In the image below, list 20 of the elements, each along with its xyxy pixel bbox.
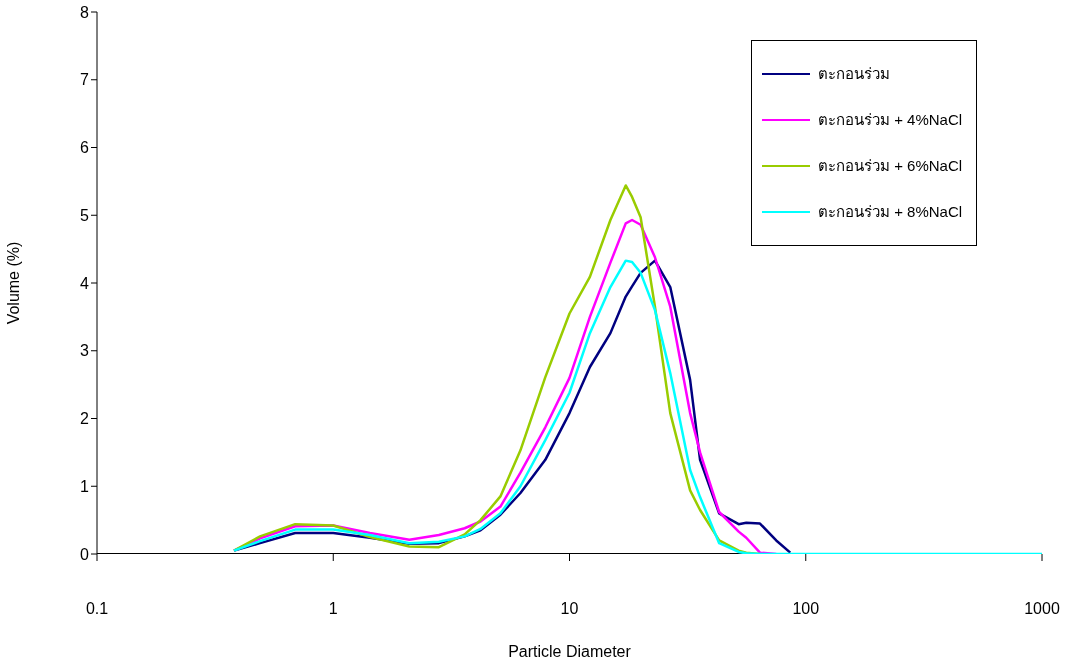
x-tick-label: 0.1 xyxy=(85,600,109,618)
x-tick-label: 10 xyxy=(560,600,579,618)
legend-label: ตะกอนร่วม + 8%NaCl xyxy=(818,202,963,222)
y-tick-label: 6 xyxy=(80,139,90,157)
legend-label: ตะกอนร่วม + 4%NaCl xyxy=(818,110,963,130)
x-tick-label: 1000 xyxy=(1024,600,1060,618)
y-tick-label: 0 xyxy=(80,545,90,563)
x-tick-label: 1 xyxy=(328,600,338,618)
y-tick-label: 8 xyxy=(80,3,90,21)
y-tick-label: 3 xyxy=(80,342,90,360)
y-tick-label: 2 xyxy=(80,410,90,428)
legend-label: ตะกอนร่วม + 6%NaCl xyxy=(818,156,963,176)
y-tick-label: 7 xyxy=(80,71,90,89)
y-tick-label: 4 xyxy=(80,274,90,292)
y-tick-label: 5 xyxy=(80,206,90,224)
x-tick-label: 100 xyxy=(792,600,820,618)
legend-label: ตะกอนร่วม xyxy=(818,64,890,84)
y-axis-title: Volume (%) xyxy=(4,241,22,325)
y-tick-label: 1 xyxy=(80,477,90,495)
x-axis-title: Particle Diameter xyxy=(508,643,632,660)
